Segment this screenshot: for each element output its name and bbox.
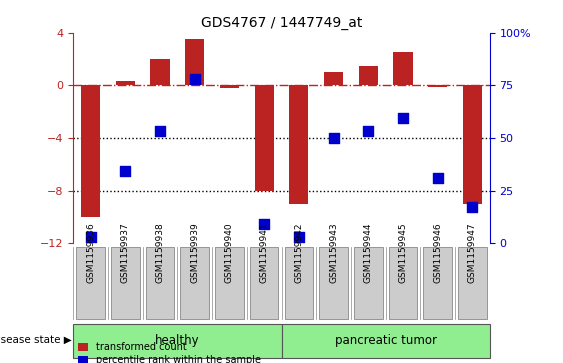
Text: healthy: healthy (155, 334, 200, 347)
FancyBboxPatch shape (282, 324, 490, 358)
FancyBboxPatch shape (73, 324, 282, 358)
Text: GSM1159941: GSM1159941 (260, 223, 269, 283)
Bar (150, 59, 169, 85)
FancyBboxPatch shape (423, 246, 452, 319)
FancyBboxPatch shape (354, 246, 382, 319)
FancyBboxPatch shape (319, 246, 348, 319)
Point (468, 204, 477, 209)
Bar (289, 85, 309, 204)
Point (364, 129, 373, 134)
FancyBboxPatch shape (458, 246, 486, 319)
Point (260, 221, 269, 227)
Legend: transformed count, percentile rank within the sample: transformed count, percentile rank withi… (78, 342, 261, 363)
Bar (220, 85, 239, 88)
Point (329, 135, 338, 141)
FancyBboxPatch shape (181, 246, 209, 319)
Text: GSM1159945: GSM1159945 (399, 223, 408, 283)
Point (294, 234, 303, 240)
Text: GSM1159936: GSM1159936 (86, 222, 95, 283)
FancyBboxPatch shape (215, 246, 244, 319)
Text: GSM1159947: GSM1159947 (468, 223, 477, 283)
Text: GSM1159939: GSM1159939 (190, 222, 199, 283)
FancyBboxPatch shape (77, 246, 105, 319)
Text: GSM1159943: GSM1159943 (329, 223, 338, 283)
Text: GSM1159942: GSM1159942 (294, 223, 303, 283)
Bar (394, 52, 413, 85)
Text: GSM1159940: GSM1159940 (225, 223, 234, 283)
Bar (428, 85, 447, 87)
FancyBboxPatch shape (389, 246, 417, 319)
Bar (324, 72, 343, 85)
Bar (254, 85, 274, 191)
Point (190, 76, 199, 82)
FancyBboxPatch shape (285, 246, 313, 319)
Point (120, 168, 129, 174)
Text: GSM1159938: GSM1159938 (155, 222, 164, 283)
Bar (81, 85, 100, 217)
Point (434, 175, 443, 180)
Point (155, 129, 164, 134)
Text: GSM1159946: GSM1159946 (434, 223, 442, 283)
Point (399, 115, 408, 121)
FancyBboxPatch shape (146, 246, 174, 319)
Bar (116, 81, 135, 85)
Point (86, 234, 95, 240)
Bar (185, 39, 204, 85)
Text: GSM1159944: GSM1159944 (364, 223, 373, 283)
FancyBboxPatch shape (250, 246, 278, 319)
Bar (463, 85, 482, 204)
Text: pancreatic tumor: pancreatic tumor (334, 334, 437, 347)
Text: disease state ▶: disease state ▶ (0, 335, 72, 345)
Title: GDS4767 / 1447749_at: GDS4767 / 1447749_at (201, 16, 362, 30)
Bar (359, 66, 378, 85)
Text: GSM1159937: GSM1159937 (121, 222, 129, 283)
FancyBboxPatch shape (111, 246, 140, 319)
